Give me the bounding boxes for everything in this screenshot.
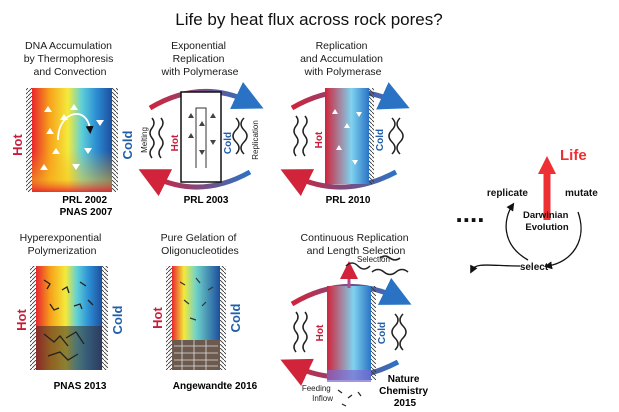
feeding-label: Feeding Inflow [302, 384, 333, 403]
panel-5-ref: Angewandte 2016 [173, 381, 258, 392]
panel-dna-accumulation: DNA Accumulation by Thermophoresis and C… [10, 40, 135, 218]
darwinian-cycle: Life replicate mutate Darwinian Evolutio… [470, 147, 598, 274]
panel-6-ref: Nature Chemistry 2015 [379, 374, 431, 409]
polymer-accumulation [36, 326, 102, 370]
hot-label: Hot [10, 134, 25, 156]
dna-accumulation-glow [32, 150, 112, 192]
hot-label: Hot [150, 307, 165, 329]
molecule-arrows [188, 113, 216, 155]
center-label: Darwinian Evolution [523, 210, 571, 233]
melting-label: Melting [140, 127, 149, 153]
panel-5-caption: Pure Gelation of Oligonucleotides [161, 232, 240, 257]
panel-2-caption: Exponential Replication with Polymerase [160, 40, 238, 78]
pore-chamber [327, 286, 371, 380]
panel-pure-gelation: Pure Gelation of Oligonucleotides Hot Co… [150, 232, 258, 392]
panel-4-ref: PNAS 2013 [54, 381, 107, 392]
dna-helix-icon [388, 117, 404, 155]
cold-wall [112, 88, 118, 192]
cold-label: Cold [110, 306, 125, 335]
cold-wall [220, 266, 226, 370]
life-label: Life [560, 147, 587, 164]
cold-wall [371, 286, 376, 380]
hot-wall [166, 266, 172, 370]
hot-wall [26, 88, 32, 192]
convection-arrow [57, 113, 94, 141]
convection-loop [195, 107, 207, 168]
replicate-label: replicate [487, 188, 529, 199]
cold-label: Cold [375, 129, 386, 151]
dna-helix-icon [391, 313, 407, 351]
cold-label: Cold [377, 322, 388, 344]
hot-label: Hot [14, 309, 29, 331]
cold-label: Cold [223, 132, 234, 154]
cycle-bottom-arc [138, 169, 252, 197]
melted-strands [149, 117, 164, 159]
gel-blocks [172, 340, 220, 370]
polymer-fragments [43, 279, 94, 361]
cycle-arc-right [544, 211, 582, 270]
panel-continuous-replication: Continuous Replication and Length Select… [280, 232, 431, 409]
feeding-fragments [337, 389, 362, 407]
dna-helix-icon [232, 117, 248, 155]
panel-4-caption: Hyperexponential Polymerization [20, 232, 105, 257]
cycle-bottom-arc [280, 169, 398, 197]
melted-strands [293, 115, 308, 157]
cold-label: Cold [228, 304, 243, 333]
panel-exponential-replication: Exponential Replication with Polymerase … [138, 40, 264, 206]
molecule-arrows [332, 109, 362, 165]
select-label: select [520, 262, 549, 273]
life-arrow-head [538, 156, 556, 174]
cycle-arc-left [470, 264, 521, 274]
oligonucleotide-bits [179, 277, 214, 321]
reaction-chamber [180, 91, 222, 183]
panel-1-ref: PRL 2002 PNAS 2007 [60, 195, 113, 218]
selected-strands [345, 255, 409, 276]
cold-wall [102, 266, 108, 370]
cold-wall [369, 88, 374, 184]
selection-label: Selection [357, 255, 390, 264]
hot-label: Hot [314, 131, 325, 148]
thermophoresis-arrows [40, 104, 104, 170]
hot-wall [30, 266, 36, 370]
replication-label: Replication [251, 120, 260, 160]
ellipsis: .... [456, 198, 485, 228]
panel-6-caption: Continuous Replication and Length Select… [301, 232, 412, 257]
panel-hyperexponential-polymerization: Hyperexponential Polymerization Hot Cold… [14, 232, 125, 392]
hot-label: Hot [315, 324, 326, 341]
panel-3-ref: PRL 2010 [326, 195, 371, 206]
panel-replication-accumulation: Replication and Accumulation with Polyme… [280, 40, 410, 206]
panel-2-ref: PRL 2003 [184, 195, 229, 206]
melted-strands [293, 311, 308, 353]
pore-chamber [325, 88, 369, 184]
cold-label: Cold [120, 131, 135, 160]
page-title: Life by heat flux across rock pores? [175, 10, 442, 29]
mutate-label: mutate [565, 188, 598, 199]
inflow-zone [327, 370, 371, 382]
panel-3-caption: Replication and Accumulation with Polyme… [300, 40, 386, 78]
hot-label: Hot [170, 134, 181, 151]
panel-1-caption: DNA Accumulation by Thermophoresis and C… [24, 40, 117, 78]
cycle-arc-up [505, 202, 529, 261]
